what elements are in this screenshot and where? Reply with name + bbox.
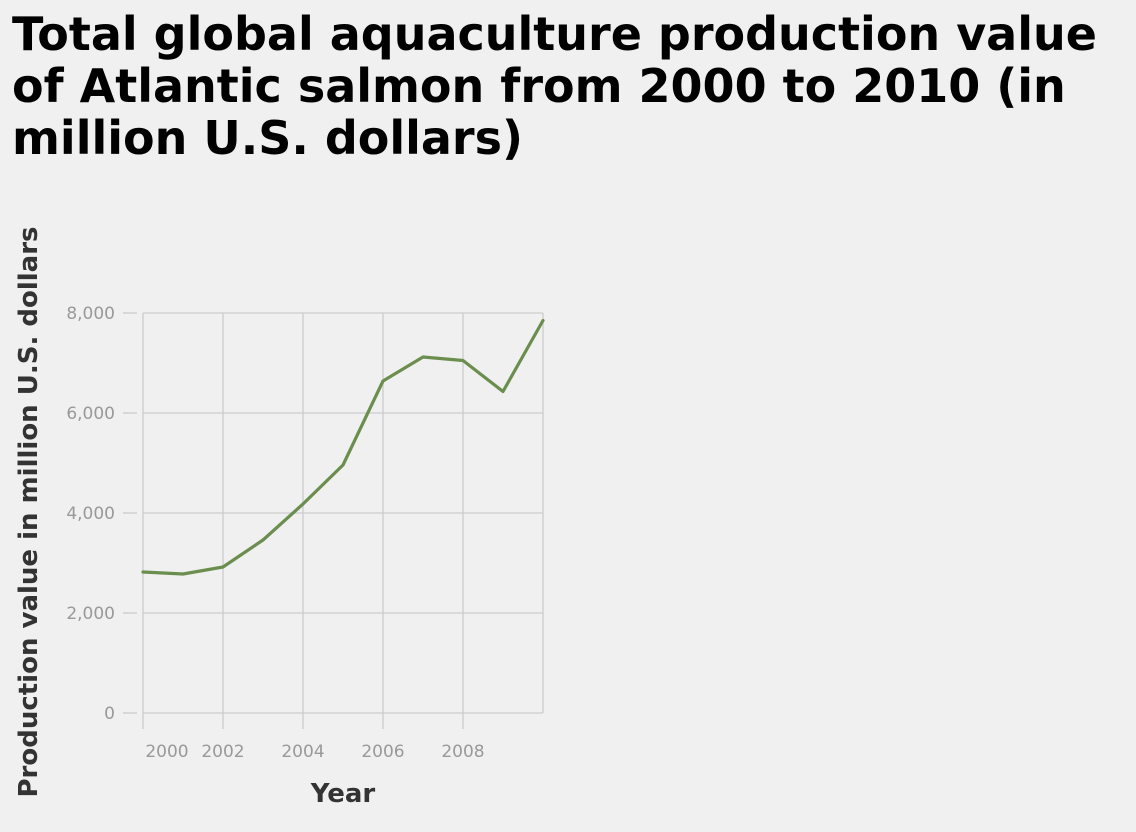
series-layer xyxy=(141,318,545,576)
y-tick-label: 8,000 xyxy=(66,304,115,324)
y-axis-ticks: 0 2,000 4,000 6,000 8,000 xyxy=(66,304,137,724)
x-tick-label: 2002 xyxy=(201,742,244,762)
y-tick-label: 4,000 xyxy=(66,504,115,524)
y-tick-label: 6,000 xyxy=(66,404,115,424)
y-tick-label: 2,000 xyxy=(66,604,115,624)
chart-title: Total global aquaculture production valu… xyxy=(12,7,1097,165)
x-axis-title: Year xyxy=(310,779,376,809)
x-axis-ticks: 2000 2002 2004 2006 2008 xyxy=(142,713,485,762)
grid xyxy=(142,312,544,714)
x-tick-label: 2006 xyxy=(361,742,404,762)
y-axis-title: Production value in million U.S. dollars xyxy=(14,226,44,797)
y-tick-label: 0 xyxy=(104,704,115,724)
x-tick-label: 2004 xyxy=(281,742,324,762)
x-tick-label: 2008 xyxy=(441,742,484,762)
x-tick-label: 2000 xyxy=(145,742,188,762)
series-line xyxy=(141,318,545,576)
